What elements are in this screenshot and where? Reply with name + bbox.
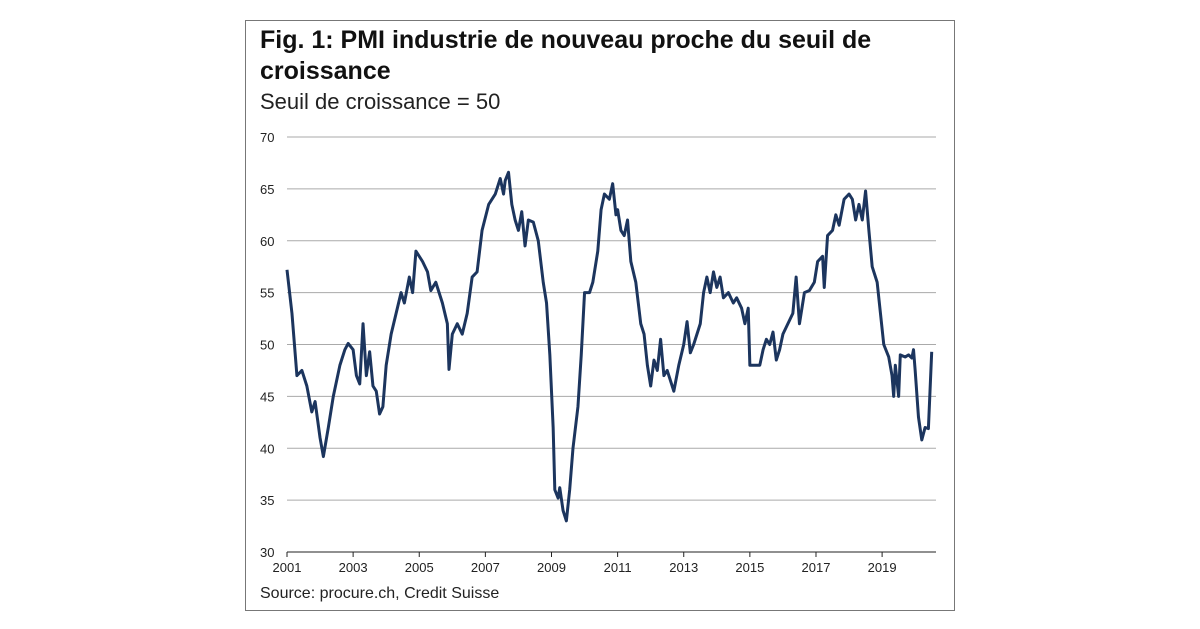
y-tick-label: 40 bbox=[260, 441, 274, 456]
y-tick-label: 55 bbox=[260, 286, 274, 301]
y-tick-label: 45 bbox=[260, 389, 274, 404]
x-tick-label: 2013 bbox=[669, 560, 698, 575]
chart-frame: Fig. 1: PMI industrie de nouveau proche … bbox=[245, 20, 955, 611]
x-tick-label: 2007 bbox=[471, 560, 500, 575]
chart-title: Fig. 1: PMI industrie de nouveau proche … bbox=[260, 26, 872, 85]
y-tick-label: 35 bbox=[260, 493, 274, 508]
chart-subtitle: Seuil de croissance = 50 bbox=[260, 89, 501, 114]
x-tick-label: 2017 bbox=[802, 560, 831, 575]
y-tick-label: 30 bbox=[260, 545, 274, 560]
y-tick-label: 70 bbox=[260, 130, 274, 145]
source-note: Source: procure.ch, Credit Suisse bbox=[260, 585, 500, 602]
x-tick-label: 2001 bbox=[273, 560, 302, 575]
x-tick-label: 2003 bbox=[339, 560, 368, 575]
x-tick-label: 2011 bbox=[604, 560, 632, 575]
x-tick-label: 2015 bbox=[735, 560, 764, 575]
y-tick-label: 60 bbox=[260, 234, 274, 249]
x-tick-label: 2019 bbox=[868, 560, 897, 575]
line-series bbox=[285, 170, 934, 523]
y-tick-label: 50 bbox=[260, 338, 274, 353]
y-tick-label: 65 bbox=[260, 182, 274, 197]
x-tick-label: 2005 bbox=[405, 560, 434, 575]
x-tick-label: 2009 bbox=[537, 560, 566, 575]
